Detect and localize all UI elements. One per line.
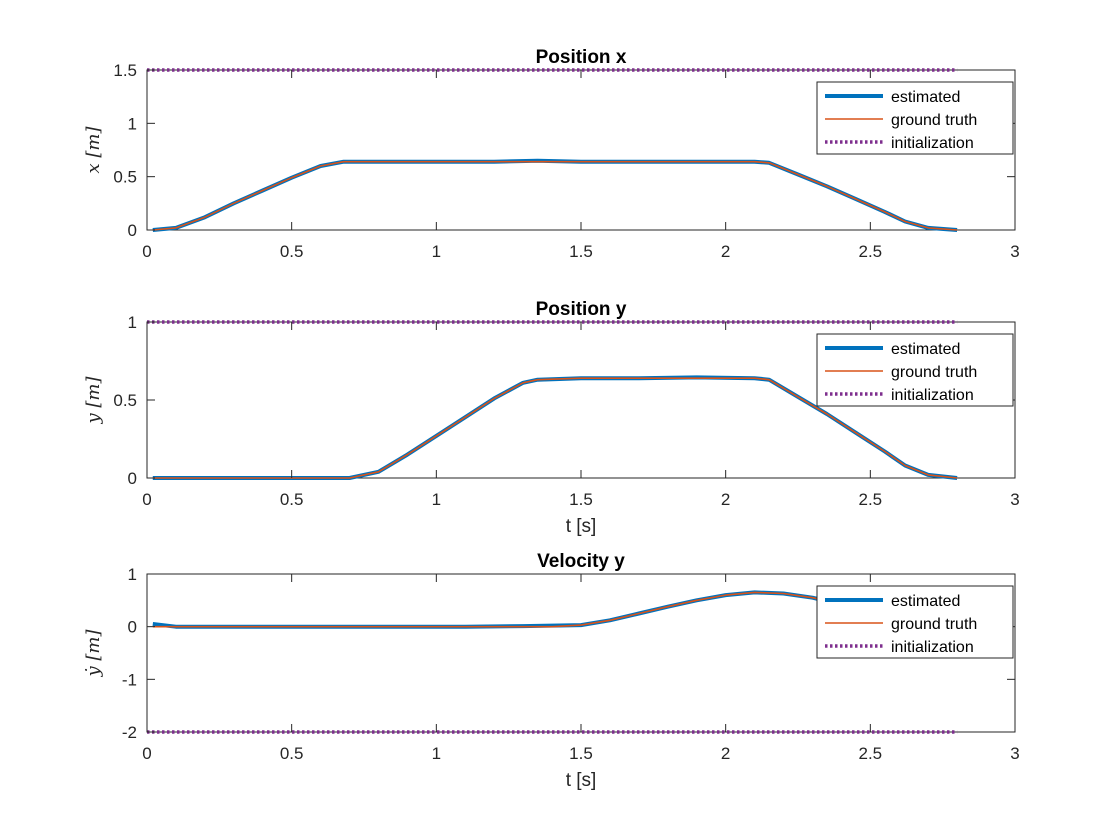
series-line-ground-truth bbox=[152, 591, 842, 628]
x-tick-label: 2.5 bbox=[859, 490, 883, 509]
x-axis-label: t [s] bbox=[566, 770, 597, 791]
legend-label: initialization bbox=[891, 135, 974, 152]
y-tick-label: 1 bbox=[128, 313, 137, 332]
legend-label: estimated bbox=[891, 341, 960, 358]
x-tick-label: 3 bbox=[1010, 490, 1019, 509]
x-tick-label: 0.5 bbox=[280, 490, 304, 509]
legend-label: ground truth bbox=[891, 616, 977, 633]
x-tick-label: 2 bbox=[721, 490, 730, 509]
x-tick-label: 0 bbox=[142, 490, 151, 509]
y-axis-label: y [m] bbox=[83, 376, 104, 425]
legend-label: ground truth bbox=[891, 112, 977, 129]
y-tick-label: -1 bbox=[122, 670, 137, 689]
subplot-2: 0 0.5 1 1.5 2 2.5 3 0 0.5 1 Position y t [s] y [m] es… bbox=[83, 299, 1020, 537]
x-tick-label: 1.5 bbox=[569, 242, 593, 261]
y-tick-label: 0.5 bbox=[113, 168, 137, 187]
x-tick-label: 0 bbox=[142, 744, 151, 763]
y-tick-label: 1 bbox=[128, 114, 137, 133]
x-tick-label: 1 bbox=[432, 242, 441, 261]
x-tick-label: 2.5 bbox=[859, 744, 883, 763]
legend-label: estimated bbox=[891, 593, 960, 610]
y-tick-label: 0 bbox=[128, 221, 137, 240]
legend: estimated ground truth initialization bbox=[816, 333, 1014, 407]
legend: estimated ground truth initialization bbox=[816, 81, 1014, 155]
chart-title: Position x bbox=[536, 47, 627, 68]
x-tick-label: 2 bbox=[721, 744, 730, 763]
series-line-ground-truth bbox=[152, 160, 958, 231]
x-tick-label: 0 bbox=[142, 242, 151, 261]
y-tick-label: 1.5 bbox=[113, 61, 137, 80]
legend-label: estimated bbox=[891, 89, 960, 106]
x-tick-label: 2.5 bbox=[859, 242, 883, 261]
y-tick-label: 0 bbox=[128, 618, 137, 637]
x-tick-label: 1.5 bbox=[569, 744, 593, 763]
y-axis-label: ẏ [m] bbox=[83, 629, 104, 678]
x-tick-label: 3 bbox=[1010, 744, 1019, 763]
x-tick-label: 1 bbox=[432, 490, 441, 509]
subplot-3: 0 0.5 1 1.5 2 2.5 3 -2 -1 0 1 Velocity y t [s] ẏ [m] e… bbox=[83, 551, 1020, 791]
x-tick-label: 2 bbox=[721, 242, 730, 261]
series-line-ground-truth bbox=[152, 377, 958, 479]
x-tick-label: 0.5 bbox=[280, 242, 304, 261]
x-tick-label: 0.5 bbox=[280, 744, 304, 763]
legend: estimated ground truth initialization bbox=[816, 585, 1014, 659]
chart-title: Position y bbox=[536, 299, 627, 320]
y-tick-label: 0.5 bbox=[113, 391, 137, 410]
y-tick-label: 0 bbox=[128, 469, 137, 488]
x-tick-label: 1 bbox=[432, 744, 441, 763]
y-tick-label: 1 bbox=[128, 565, 137, 584]
x-tick-label: 3 bbox=[1010, 242, 1019, 261]
subplot-1: 0 0.5 1 1.5 2 2.5 3 0 0.5 1 1.5 Position x x [m] esti… bbox=[83, 47, 1020, 261]
legend-label: initialization bbox=[891, 639, 974, 656]
y-axis-label: x [m] bbox=[83, 126, 104, 174]
legend-label: ground truth bbox=[891, 364, 977, 381]
legend-label: initialization bbox=[891, 387, 974, 404]
x-tick-label: 1.5 bbox=[569, 490, 593, 509]
chart-title: Velocity y bbox=[537, 551, 625, 572]
x-axis-label: t [s] bbox=[566, 516, 597, 537]
y-tick-label: -2 bbox=[122, 723, 137, 742]
